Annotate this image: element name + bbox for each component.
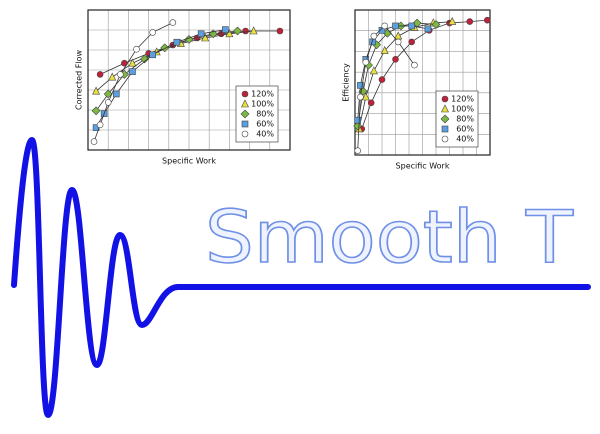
marker bbox=[173, 38, 181, 46]
marker bbox=[353, 121, 363, 131]
legend-label: 40% bbox=[256, 130, 274, 139]
damped-wave bbox=[11, 136, 591, 419]
plot-frame bbox=[354, 9, 491, 156]
marker bbox=[133, 45, 140, 53]
marker bbox=[249, 26, 258, 35]
marker bbox=[441, 104, 449, 113]
marker bbox=[225, 29, 234, 38]
marker bbox=[169, 19, 177, 26]
marker bbox=[90, 138, 98, 145]
marker bbox=[381, 22, 389, 30]
marker bbox=[394, 38, 402, 46]
marker bbox=[441, 95, 449, 103]
marker bbox=[222, 26, 229, 33]
marker bbox=[357, 93, 364, 101]
marker bbox=[361, 92, 370, 101]
marker bbox=[378, 76, 386, 83]
marker bbox=[392, 22, 399, 30]
marker bbox=[242, 27, 249, 35]
marker bbox=[92, 86, 101, 95]
y-axis-label: Corrected Flow bbox=[75, 50, 84, 110]
marker bbox=[424, 25, 432, 33]
legend-label: 100% bbox=[251, 100, 274, 109]
marker bbox=[408, 38, 416, 46]
marker bbox=[241, 120, 249, 128]
marker bbox=[241, 99, 249, 108]
marker bbox=[448, 16, 457, 25]
marker bbox=[370, 32, 378, 40]
legend-label: 80% bbox=[256, 110, 274, 119]
plot-frame bbox=[87, 9, 291, 151]
marker bbox=[108, 72, 117, 81]
marker bbox=[240, 109, 250, 119]
marker bbox=[276, 27, 284, 35]
marker bbox=[367, 99, 375, 107]
marker bbox=[117, 71, 124, 78]
legend-label: 120% bbox=[451, 95, 474, 104]
marker bbox=[354, 147, 362, 154]
marker bbox=[104, 99, 112, 106]
marker bbox=[112, 90, 120, 98]
marker bbox=[241, 130, 249, 138]
marker bbox=[140, 54, 149, 64]
x-axis-label: Specific Work bbox=[396, 162, 450, 171]
marker bbox=[362, 58, 370, 66]
marker bbox=[357, 82, 364, 89]
marker bbox=[241, 90, 249, 98]
legend-label: 120% bbox=[251, 90, 274, 99]
marker bbox=[128, 58, 137, 67]
marker bbox=[466, 18, 474, 25]
y-axis-label: Efficiency bbox=[342, 63, 351, 102]
marker bbox=[369, 66, 378, 75]
marker bbox=[441, 125, 449, 133]
marker bbox=[91, 106, 101, 116]
marker bbox=[411, 61, 418, 69]
legend-label: 40% bbox=[456, 135, 474, 144]
marker bbox=[431, 20, 441, 29]
legend-label: 80% bbox=[456, 115, 474, 124]
marker bbox=[197, 30, 205, 38]
marker bbox=[354, 116, 362, 124]
marker bbox=[129, 68, 136, 75]
legend-label: 60% bbox=[256, 120, 274, 129]
marker bbox=[441, 135, 449, 143]
logo-text: Smooth T bbox=[205, 195, 574, 279]
legend-label: 60% bbox=[456, 125, 474, 134]
marker bbox=[96, 121, 104, 129]
marker bbox=[440, 114, 450, 124]
marker bbox=[149, 51, 156, 59]
marker bbox=[408, 22, 416, 30]
marker bbox=[380, 45, 389, 54]
marker bbox=[149, 29, 156, 36]
marker bbox=[201, 33, 210, 42]
legend-label: 100% bbox=[451, 105, 474, 114]
marker bbox=[233, 26, 242, 36]
marker bbox=[103, 89, 113, 99]
x-axis-label: Specific Work bbox=[162, 157, 216, 166]
marker bbox=[96, 71, 104, 78]
marker bbox=[483, 16, 491, 24]
marker bbox=[392, 55, 399, 63]
